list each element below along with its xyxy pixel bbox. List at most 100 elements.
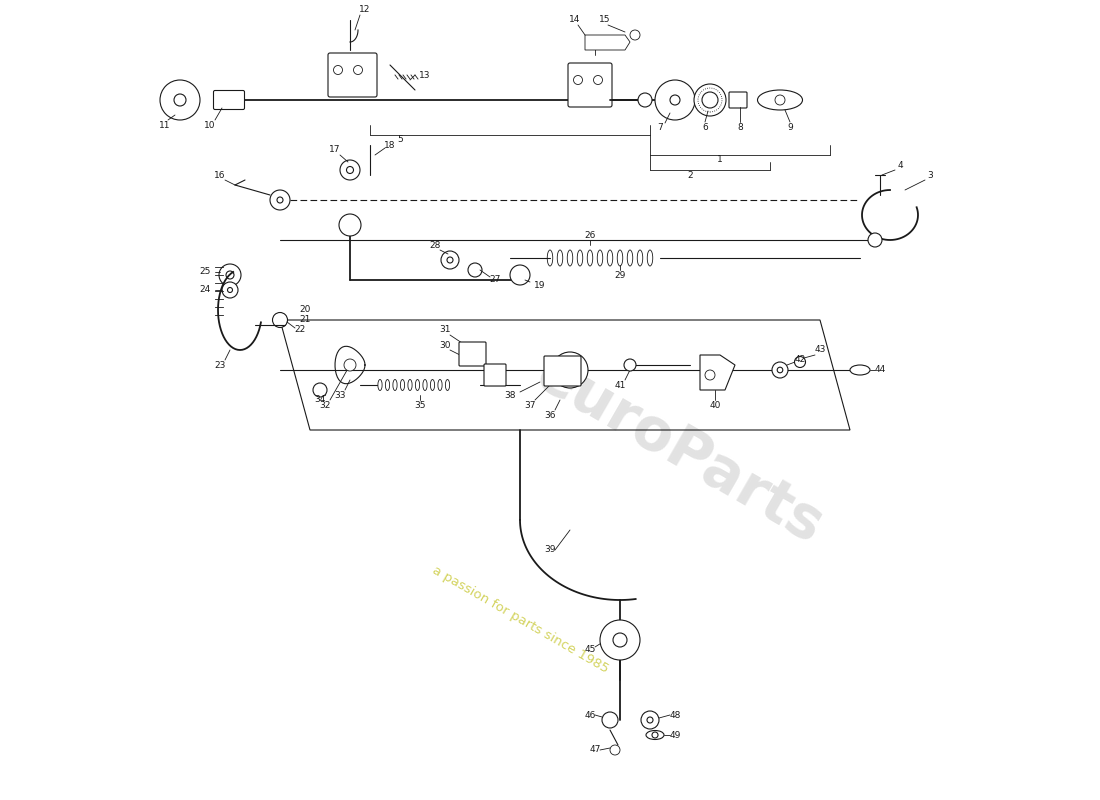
Circle shape [652,732,658,738]
Text: 26: 26 [584,230,596,239]
Text: 6: 6 [702,123,708,133]
Text: 48: 48 [669,710,681,719]
Text: 47: 47 [590,746,601,754]
Circle shape [772,362,788,378]
Ellipse shape [850,365,870,375]
Text: 33: 33 [334,390,345,399]
Text: 19: 19 [535,281,546,290]
FancyBboxPatch shape [459,342,486,366]
Text: 22: 22 [295,326,306,334]
Text: 5: 5 [397,135,403,145]
Text: 41: 41 [614,381,626,390]
Text: 8: 8 [737,123,742,133]
Ellipse shape [430,379,434,390]
Text: 23: 23 [214,361,225,370]
Ellipse shape [647,250,652,266]
Text: 16: 16 [214,170,225,179]
Circle shape [630,30,640,40]
Text: 10: 10 [205,121,216,130]
Ellipse shape [408,379,412,390]
Ellipse shape [646,730,664,739]
Circle shape [510,265,530,285]
Circle shape [344,359,356,371]
Text: 25: 25 [199,267,211,277]
Circle shape [654,80,695,120]
Ellipse shape [446,379,450,390]
Circle shape [441,251,459,269]
Text: 43: 43 [814,346,826,354]
Circle shape [624,359,636,371]
Circle shape [613,633,627,647]
Text: 32: 32 [319,401,331,410]
Circle shape [600,620,640,660]
Text: 4: 4 [898,161,903,170]
Text: 14: 14 [570,15,581,25]
Text: 49: 49 [669,730,681,739]
Circle shape [174,94,186,106]
Text: euroParts: euroParts [527,345,834,555]
Text: 17: 17 [329,146,341,154]
Ellipse shape [597,250,603,266]
Ellipse shape [558,250,563,266]
Ellipse shape [422,379,427,390]
Text: 7: 7 [657,123,663,133]
Text: 46: 46 [584,710,596,719]
Circle shape [694,84,726,116]
Circle shape [333,66,342,74]
Text: 34: 34 [315,395,326,405]
Circle shape [602,712,618,728]
Circle shape [270,190,290,210]
Circle shape [705,370,715,380]
FancyBboxPatch shape [213,90,244,110]
Polygon shape [700,355,735,390]
Circle shape [552,352,589,388]
Circle shape [610,745,620,755]
Text: 9: 9 [788,123,793,133]
Ellipse shape [393,379,397,390]
Text: 40: 40 [710,401,720,410]
Ellipse shape [438,379,442,390]
Circle shape [776,95,785,105]
Text: 35: 35 [415,401,426,410]
Circle shape [339,214,361,236]
Circle shape [222,282,238,298]
Circle shape [573,75,583,85]
Circle shape [647,717,653,723]
Circle shape [314,383,327,397]
Circle shape [778,367,783,373]
Circle shape [226,271,234,279]
Circle shape [794,357,805,367]
Circle shape [638,93,652,107]
Ellipse shape [617,250,623,266]
Circle shape [447,257,453,263]
Circle shape [561,361,579,379]
Text: 12: 12 [360,6,371,14]
Circle shape [702,92,718,108]
Text: 30: 30 [439,341,451,350]
Polygon shape [585,35,630,50]
FancyBboxPatch shape [729,92,747,108]
Circle shape [219,264,241,286]
Text: 36: 36 [544,410,556,419]
Text: a passion for parts since 1985: a passion for parts since 1985 [430,564,610,676]
FancyBboxPatch shape [484,364,506,386]
Ellipse shape [607,250,613,266]
Text: 15: 15 [600,15,610,25]
Text: 31: 31 [439,326,451,334]
Circle shape [641,711,659,729]
Text: 1: 1 [717,155,723,165]
Circle shape [160,80,200,120]
Ellipse shape [578,250,583,266]
Circle shape [670,95,680,105]
Circle shape [277,197,283,203]
Circle shape [346,166,353,174]
Ellipse shape [627,250,632,266]
Circle shape [353,66,363,74]
Text: 21: 21 [299,315,310,325]
Text: 20: 20 [299,306,310,314]
FancyBboxPatch shape [544,356,581,386]
Text: 28: 28 [429,241,441,250]
Ellipse shape [587,250,593,266]
Ellipse shape [385,379,389,390]
FancyBboxPatch shape [568,63,612,107]
